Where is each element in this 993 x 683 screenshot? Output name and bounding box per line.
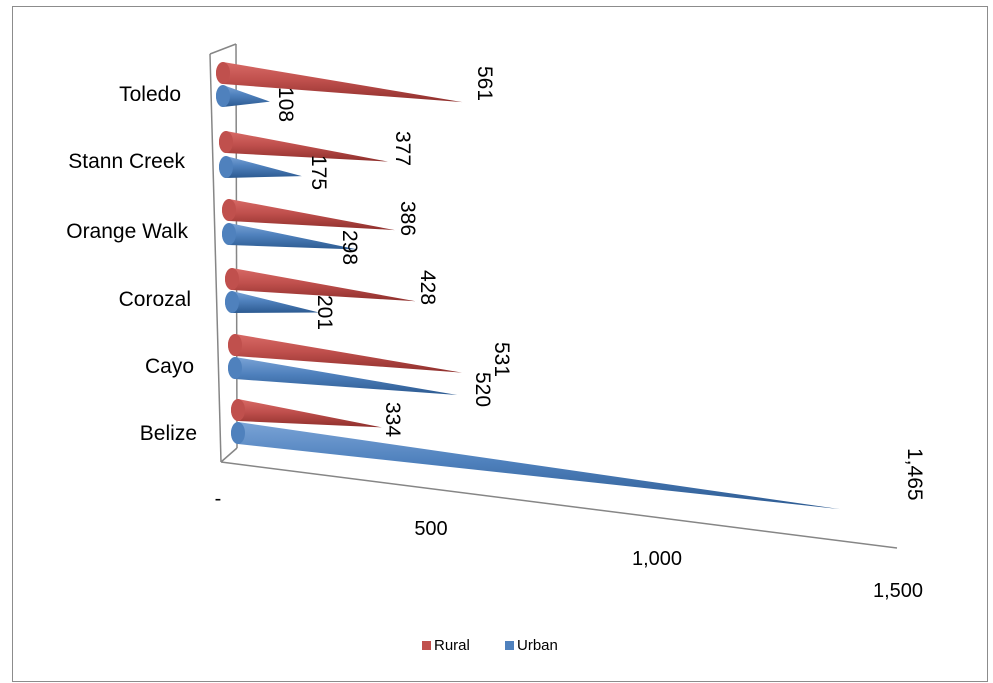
value-axis-line [220, 461, 898, 549]
data-label-rural-stann-creek: 377 [391, 131, 414, 166]
legend-swatch-urban [505, 641, 514, 650]
data-label-urban-cayo: 520 [471, 372, 494, 407]
category-label-stann-creek: Stann Creek [68, 150, 185, 173]
cone-base-urban-toledo [216, 85, 230, 107]
data-label-urban-orange-walk: 298 [338, 230, 361, 265]
value-axis-ticks: - 500 1,000 1,500 [215, 488, 923, 602]
legend-label-urban: Urban [517, 637, 558, 654]
back-wall-right-edge [235, 43, 238, 449]
cone-rural-toledo [216, 62, 463, 103]
cone-urban-orange-walk [222, 223, 358, 250]
cone-rural-orange-walk [222, 199, 395, 231]
back-wall-left-edge [209, 53, 222, 463]
cone-rural-stann-creek [219, 131, 389, 162]
category-label-cayo: Cayo [145, 355, 194, 378]
cone-base-rural-belize [231, 399, 245, 421]
back-wall-top-edge [209, 43, 237, 55]
cone-base-rural-stann-creek [219, 131, 233, 153]
category-label-toledo: Toledo [119, 83, 181, 106]
x-tick-1000: 1,000 [632, 548, 682, 570]
cone-urban-cayo [228, 357, 458, 396]
cone-base-urban-belize [231, 422, 245, 444]
data-label-rural-toledo: 561 [473, 66, 496, 101]
legend-swatch-rural [422, 641, 431, 650]
cone-series [216, 62, 841, 510]
data-label-rural-orange-walk: 386 [396, 201, 419, 236]
cone-urban-toledo [216, 85, 270, 107]
cone-urban-corozal [225, 291, 320, 313]
cone-rural-belize [231, 399, 382, 428]
x-tick-500: 500 [414, 518, 447, 540]
chart-legend: Rural Urban [422, 637, 558, 654]
cone-rural-corozal [225, 268, 416, 302]
cone-urban-belize [231, 422, 841, 510]
cone-base-urban-orange-walk [222, 223, 236, 245]
cone-base-rural-corozal [225, 268, 239, 290]
cone-base-rural-orange-walk [222, 199, 236, 221]
chart-axes-frame [209, 43, 898, 549]
cone-base-rural-toledo [216, 62, 230, 84]
data-label-rural-corozal: 428 [416, 270, 439, 305]
cone-rural-cayo [228, 334, 462, 373]
chart-frame [12, 6, 988, 682]
category-label-orange-walk: Orange Walk [66, 220, 188, 243]
data-label-urban-stann-creek: 175 [307, 155, 330, 190]
category-label-corozal: Corozal [119, 288, 191, 311]
x-tick-0: - [215, 488, 222, 510]
x-tick-1500: 1,500 [873, 580, 923, 602]
data-label-urban-toledo: 108 [274, 87, 297, 122]
cone-base-rural-cayo [228, 334, 242, 356]
data-label-urban-belize: 1,465 [903, 448, 926, 501]
floor-back-edge [220, 447, 238, 463]
cone-base-urban-corozal [225, 291, 239, 313]
legend-label-rural: Rural [434, 637, 470, 654]
data-label-rural-belize: 334 [381, 402, 404, 437]
category-axis-labels: Toledo Stann Creek Orange Walk Corozal C… [66, 83, 197, 445]
data-labels: 561 108 377 175 386 298 428 201 531 520 … [274, 66, 926, 501]
cone-urban-stann-creek [219, 156, 302, 178]
cone-base-urban-stann-creek [219, 156, 233, 178]
cone-base-urban-cayo [228, 357, 242, 379]
category-label-belize: Belize [140, 422, 197, 445]
data-label-rural-cayo: 531 [490, 342, 513, 377]
data-label-urban-corozal: 201 [313, 295, 336, 330]
